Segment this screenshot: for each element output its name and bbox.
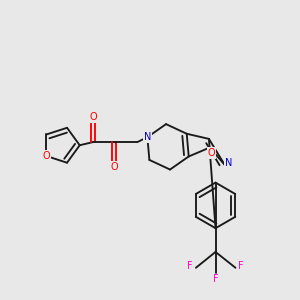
Text: N: N bbox=[144, 132, 151, 142]
Text: F: F bbox=[238, 261, 244, 271]
Text: N: N bbox=[225, 158, 232, 168]
Text: O: O bbox=[208, 148, 215, 158]
Text: O: O bbox=[110, 162, 118, 172]
Text: O: O bbox=[89, 112, 97, 122]
Text: F: F bbox=[213, 274, 218, 284]
Text: F: F bbox=[188, 261, 193, 271]
Text: O: O bbox=[43, 151, 50, 161]
